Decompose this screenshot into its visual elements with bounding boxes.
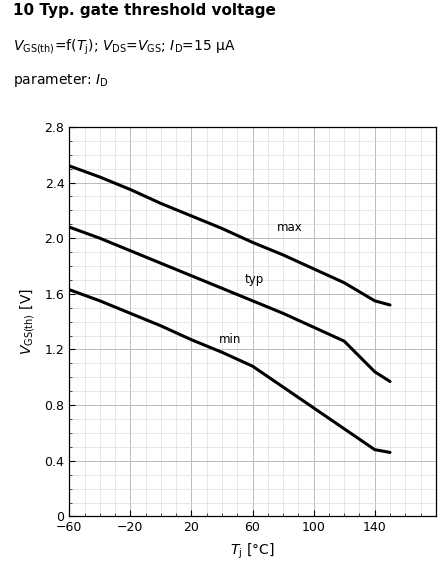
Text: max: max — [277, 220, 303, 234]
Text: $V_\mathrm{GS(th)}$=f($T_\mathrm{j}$); $V_\mathrm{DS}$=$V_\mathrm{GS}$; $I_\math: $V_\mathrm{GS(th)}$=f($T_\mathrm{j}$); $… — [13, 38, 236, 57]
Text: min: min — [219, 334, 241, 346]
Y-axis label: $V_\mathrm{GS(th)}\ \mathrm{[V]}$: $V_\mathrm{GS(th)}\ \mathrm{[V]}$ — [18, 288, 38, 355]
Text: parameter: $I_\mathrm{D}$: parameter: $I_\mathrm{D}$ — [13, 72, 109, 89]
X-axis label: $T_\mathrm{j}\ \mathrm{[°C]}$: $T_\mathrm{j}\ \mathrm{[°C]}$ — [230, 541, 275, 560]
Text: typ: typ — [245, 273, 264, 286]
Text: 10 Typ. gate threshold voltage: 10 Typ. gate threshold voltage — [13, 3, 276, 18]
